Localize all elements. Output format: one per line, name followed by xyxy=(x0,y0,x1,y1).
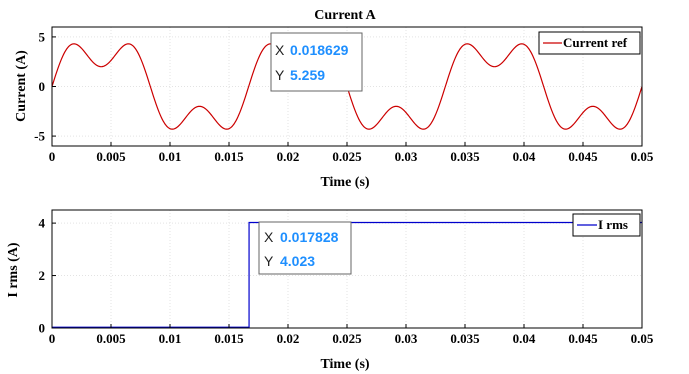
x-tick-label: 0.02 xyxy=(277,331,300,346)
x-tick-label: 0.015 xyxy=(214,149,244,164)
datatip-y-key: Y xyxy=(275,67,285,83)
x-tick-label: 0.005 xyxy=(96,149,126,164)
datatip[interactable]: X 0.017828 Y 4.023 xyxy=(258,221,352,275)
x-tick-label: 0.05 xyxy=(631,331,654,346)
y-axis-label: I rms (A) xyxy=(6,242,21,298)
x-tick-label: 0.015 xyxy=(214,331,244,346)
plot-current-a: Current A 0 0.005 0.01 0.015 0.02 0.025 0.03 0.… xyxy=(14,8,654,190)
series-i-rms xyxy=(52,221,642,328)
datatip-box xyxy=(258,221,352,275)
datatip-x-key: X xyxy=(264,229,274,245)
datatip-x-value: 0.018629 xyxy=(290,42,349,58)
x-tick-label: 0 xyxy=(49,149,56,164)
chart-title: Current A xyxy=(314,8,376,23)
x-tick-label: 0.02 xyxy=(277,149,300,164)
x-tick-label: 0.01 xyxy=(159,149,182,164)
datatip-y-value: 4.023 xyxy=(280,253,315,269)
x-tick-label: 0 xyxy=(49,331,56,346)
x-axis-label: Time (s) xyxy=(320,175,369,190)
x-tick-label: 0.025 xyxy=(332,149,362,164)
y-axis-ticks: -5 0 5 xyxy=(34,29,56,144)
plot-i-rms: 0 0.005 0.01 0.015 0.02 0.025 0.03 0.035 0.04 0.0… xyxy=(6,209,654,372)
series-line-i-rms xyxy=(52,221,642,328)
y-axis-label: Current (A) xyxy=(14,50,29,122)
datatip-box xyxy=(270,32,363,92)
datatip-y-key: Y xyxy=(264,253,274,269)
y-axis-ticks: 0 2 4 xyxy=(39,216,56,336)
x-tick-label: 0.045 xyxy=(568,149,598,164)
y-tick-label: -5 xyxy=(34,129,45,144)
x-tick-label: 0.045 xyxy=(568,331,598,346)
x-tick-label: 0.03 xyxy=(395,149,418,164)
datatip-y-value: 5.259 xyxy=(290,67,325,83)
x-tick-label: 0.05 xyxy=(631,149,654,164)
y-tick-label: 0 xyxy=(39,321,46,336)
x-tick-label: 0.025 xyxy=(332,331,362,346)
x-axis-ticks: 0 0.005 0.01 0.015 0.02 0.025 0.03 0.035 0.04 0.0… xyxy=(49,324,654,346)
datatip-x-value: 0.017828 xyxy=(280,229,339,245)
y-tick-label: 0 xyxy=(39,79,46,94)
legend-box xyxy=(538,31,641,55)
x-tick-label: 0.005 xyxy=(96,331,126,346)
y-tick-label: 4 xyxy=(39,216,46,231)
datatip-x-key: X xyxy=(275,42,285,58)
legend[interactable]: I rms xyxy=(572,213,641,237)
x-tick-label: 0.01 xyxy=(159,331,182,346)
datatip[interactable]: X 0.018629 Y 5.259 xyxy=(270,32,363,92)
x-tick-label: 0.03 xyxy=(395,331,418,346)
legend-label-i-rms: I rms xyxy=(598,217,628,232)
y-tick-label: 5 xyxy=(39,29,46,44)
legend[interactable]: Current ref xyxy=(538,31,641,55)
x-tick-label: 0.04 xyxy=(513,149,536,164)
x-tick-label: 0.04 xyxy=(513,331,536,346)
x-axis-label: Time (s) xyxy=(320,357,369,372)
legend-label-current-ref: Current ref xyxy=(563,35,628,50)
x-tick-label: 0.035 xyxy=(450,331,480,346)
x-axis-ticks: 0 0.005 0.01 0.015 0.02 0.025 0.03 0.035 0.04 0.0… xyxy=(49,142,654,164)
legend-box xyxy=(572,213,641,237)
x-tick-label: 0.035 xyxy=(450,149,480,164)
y-tick-label: 2 xyxy=(39,268,46,283)
